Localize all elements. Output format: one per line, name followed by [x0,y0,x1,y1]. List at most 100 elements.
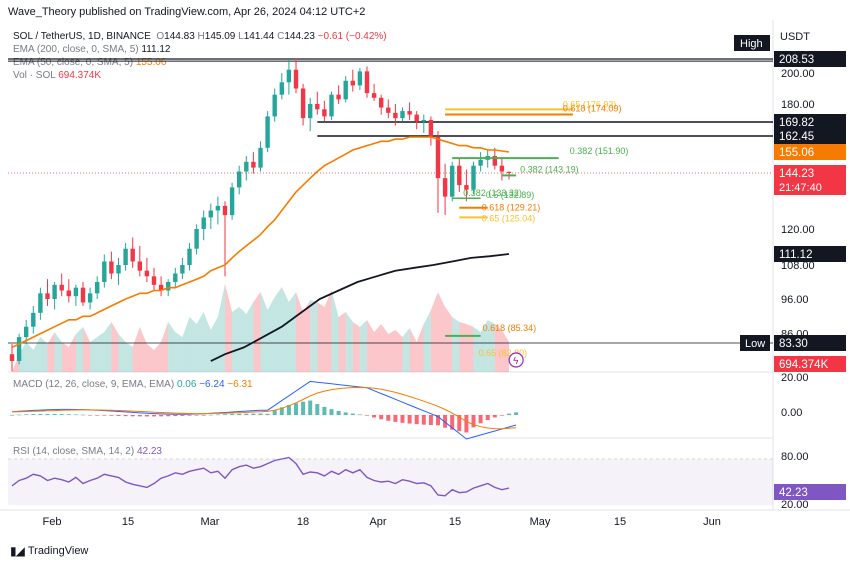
candle-body [194,229,199,249]
resistance-162-badge: 162.45 [779,131,814,143]
volume-area-segment [83,327,91,372]
candle-body [187,248,192,265]
volume-area-segment [459,322,467,372]
macd-histogram-bar [514,412,519,415]
candle-body [180,265,185,274]
macd-histogram-bar [457,415,462,432]
candle-body [343,80,348,100]
macd-histogram-bar [485,415,490,421]
volume-area-segment [303,300,311,372]
volume-area-segment [146,344,154,372]
macd-tick-label: 0.00 [781,407,802,419]
macd-histogram-bar [507,413,511,415]
candle-body [379,97,384,108]
candle-body [208,210,213,218]
candle-body [95,282,100,294]
rsi-badge: 42.23 [779,487,808,499]
fib-label-65-82: 0.65 (82.80) [479,348,528,358]
macd-histogram-bar [215,414,220,416]
publish-header: Wave_Theory published on TradingView.com… [8,6,366,18]
macd-histogram-bar [102,415,107,416]
macd-histogram-bar [208,414,213,416]
candle-body [329,94,334,117]
candle-body [258,147,263,168]
candle-body [9,354,15,362]
candle-body [279,82,284,95]
volume-area-segment [246,302,254,372]
candle-body [144,270,150,277]
volume-area-segment [125,342,133,372]
macd-label: MACD (12, 26, close, 9, EMA, EMA) [13,379,175,390]
macd-histogram-bar [159,415,164,417]
volume-area-segment [374,324,382,372]
candle-body [116,265,121,274]
volume-area-segment [253,292,261,372]
fib-label-5-132: 0.5 (132.89) [486,190,535,200]
macd-histogram-bar [230,414,235,415]
volume-area-segment [104,322,112,372]
candle-body [315,104,320,110]
candle-body [414,114,419,122]
ema200-badge-bg [774,246,846,262]
candle-body [442,178,448,197]
volume-area-segment [296,292,304,372]
candle-body [45,293,50,299]
high-tag-label: High [740,38,763,50]
high-tag-bg [734,35,770,51]
time-tick-label: 15 [449,516,461,528]
candle-body [158,284,164,291]
macd-histogram-bar [322,406,327,415]
volume-area-segment [232,307,240,372]
macd-histogram-bar [251,413,256,415]
chart-canvas[interactable]: 0.65 (176.93)0.618 (174.09) 0.382 (151.90… [0,0,850,540]
ema50-badge: 155.06 [779,147,814,159]
tradingview-footer: ▮◢ TradingView [10,544,88,558]
volume-area-segment [473,327,481,372]
candle-body [393,112,398,119]
macd-histogram-bar [471,415,476,428]
volume-area-segment [203,312,211,372]
macd-histogram-bar [372,415,377,418]
macd-histogram-bar [180,415,185,416]
candle-body [229,187,235,216]
candle-body [421,119,426,122]
macd-line-value: −6.24 [199,379,225,390]
macd-histogram-bar [123,415,128,417]
rsi-label: RSI (14, close, SMA, 14, 2) [13,446,135,457]
macd-histogram-bar [414,415,419,425]
volume-area-segment [267,297,275,372]
candle-body [464,185,469,190]
tradingview-brand: TradingView [27,545,89,557]
candle-body [137,261,142,271]
macd-histogram-bar [294,403,298,415]
macd-histogram-bar [59,414,64,415]
rsi-legend: RSI (14, close, SMA, 14, 2) 42.23 [13,446,162,457]
time-tick-label: Mar [201,516,220,528]
macd-legend: MACD (12, 26, close, 9, EMA, EMA) 0.06 −… [13,379,253,390]
candle-body [471,165,476,190]
ema200-line [210,253,510,362]
macd-histogram-bar [379,415,384,420]
candle-body [173,273,178,282]
macd-histogram-bar [137,415,142,417]
countdown-badge: 21:47:40 [779,182,822,194]
volume-area-segment [494,324,502,372]
candle-body [322,109,327,117]
volume-badge-bg [774,356,846,372]
low-value: 141.44 [243,31,275,42]
macd-histogram-bar [350,413,355,415]
candle-body [478,159,483,166]
macd-histogram-bar [258,413,263,415]
macd-histogram-bar [52,414,57,415]
volume-area-segment [445,307,453,372]
price-tick-label: 200.00 [781,68,815,80]
volume-area-segment [359,320,367,372]
time-tick-label: Feb [43,516,62,528]
macd-histogram-bar [173,415,178,417]
candle-body [308,104,313,119]
fib-label-618-129: 0.618 (129.21) [482,203,541,213]
volume-area-segment [388,330,396,372]
macd-histogram-bar [492,415,497,418]
macd-histogram-bar [357,414,362,416]
resistance-169-badge-bg [774,114,846,130]
